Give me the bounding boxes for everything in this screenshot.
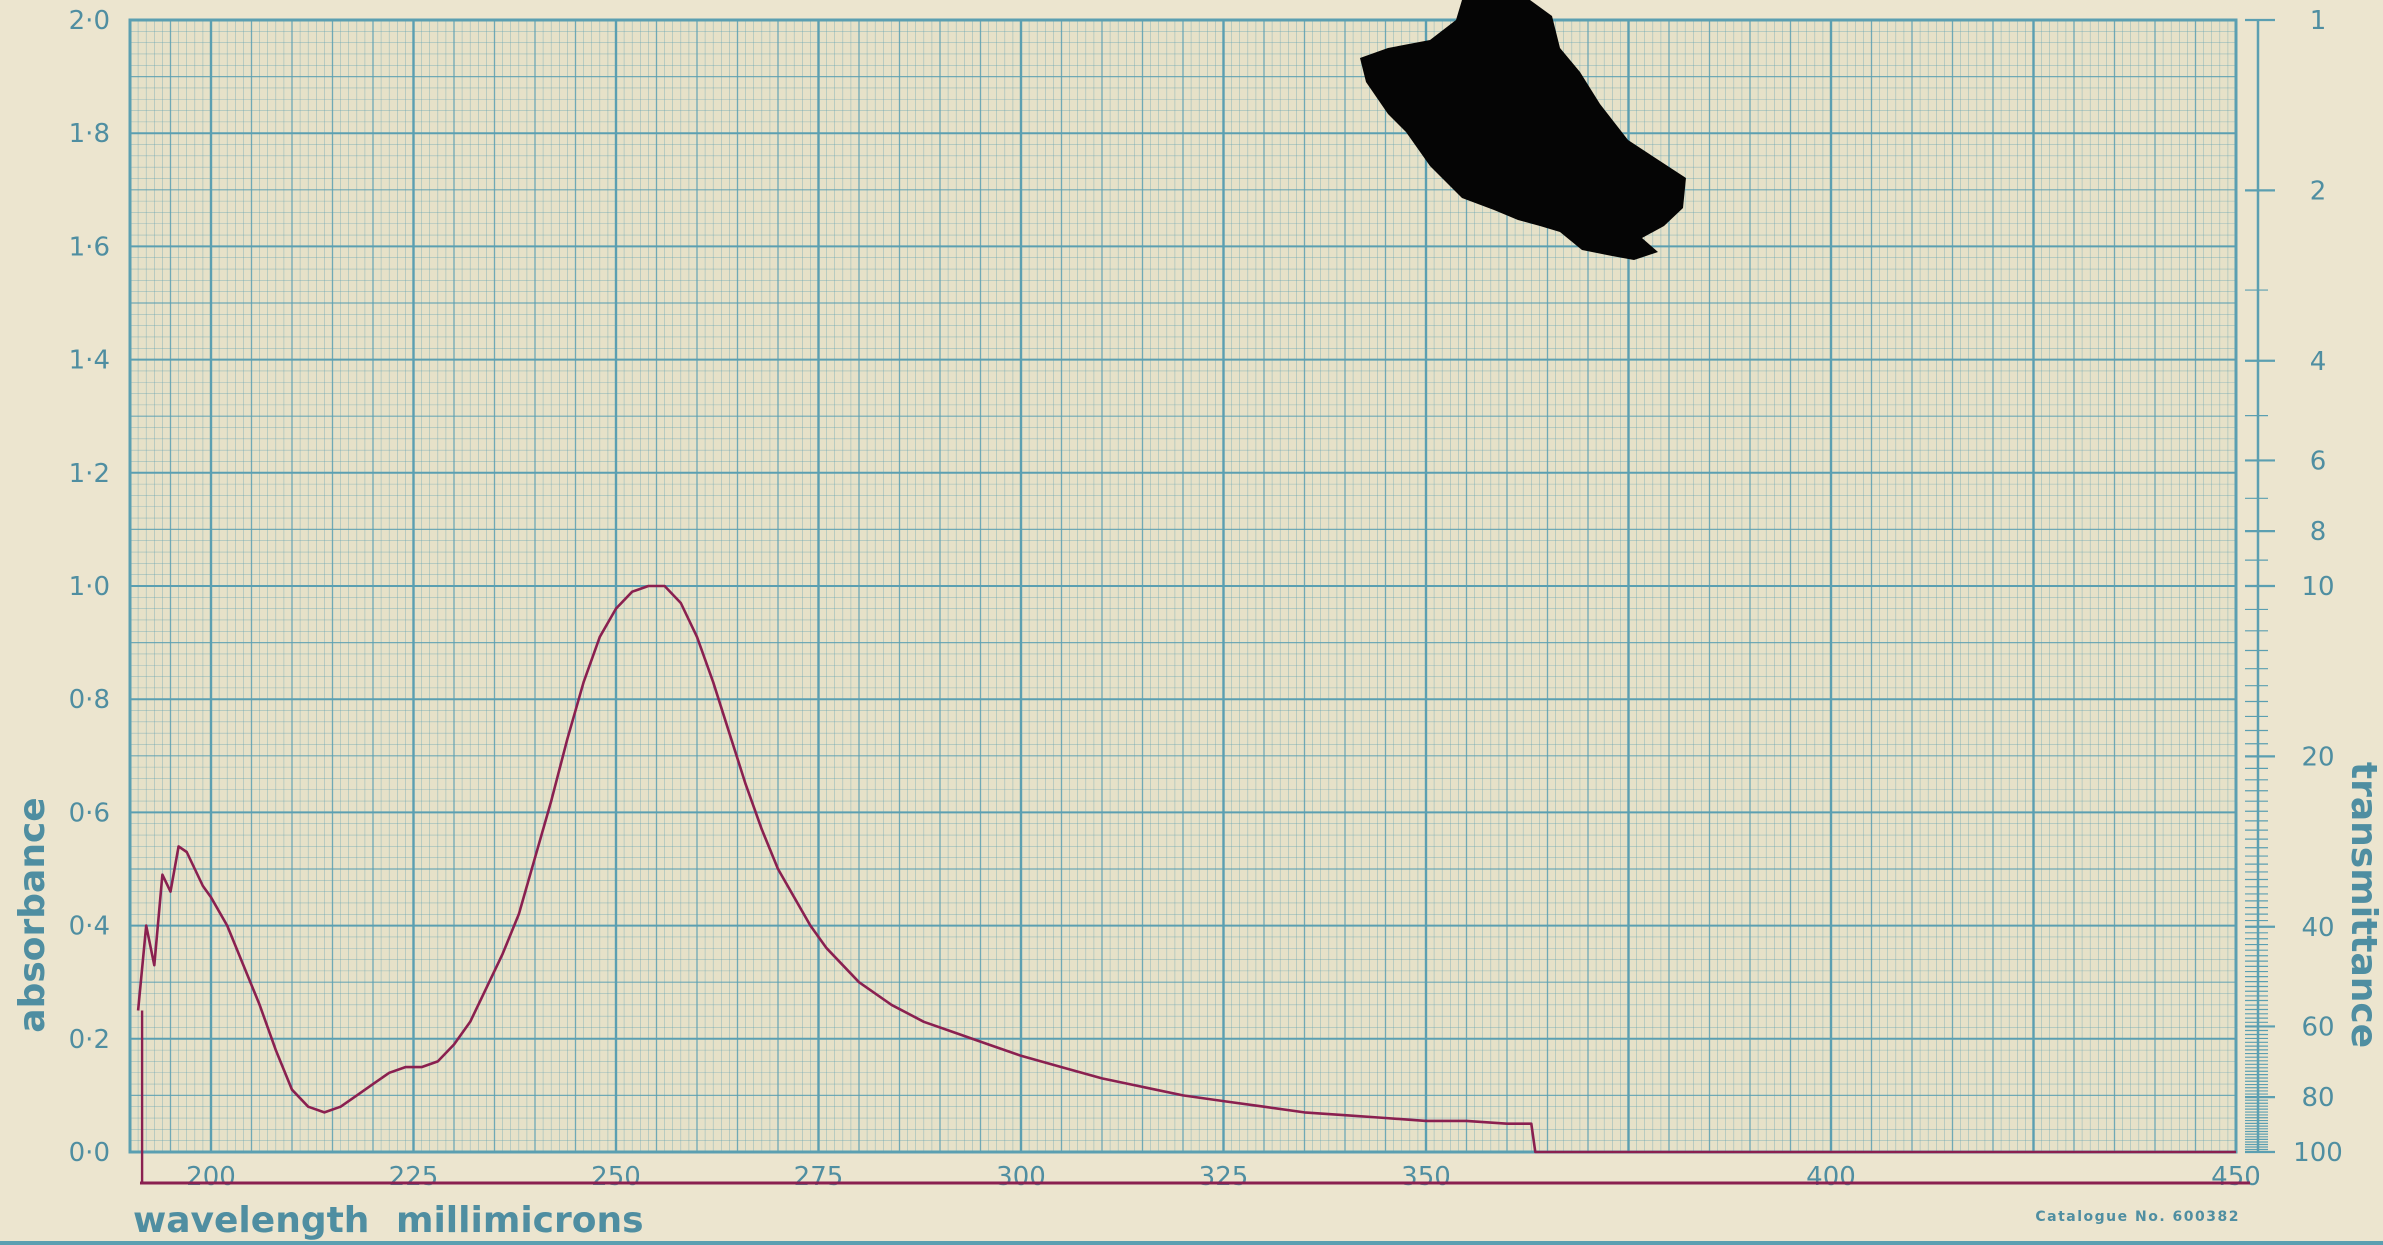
y-tick-label: 0·2: [69, 1025, 110, 1055]
y-tick-label: 1·2: [69, 459, 110, 489]
transmittance-tick-label: 80: [2301, 1083, 2334, 1113]
plot-frame: [128, 18, 2238, 1154]
x-axis-ticks: 200 225 250 275 300 325 350 400 450: [186, 1162, 2261, 1192]
transmittance-axis-title: transmittance: [2343, 762, 2383, 1048]
y-tick-label: 0·4: [69, 912, 110, 942]
y-tick-label: 1·6: [69, 232, 110, 262]
y-tick-label: 1·0: [69, 572, 110, 602]
x-tick-label: 300: [996, 1162, 1046, 1192]
transmittance-tick-label: 4: [2310, 347, 2327, 377]
catalogue-number: Catalogue No. 600382: [2035, 1209, 2240, 1225]
transmittance-tick-label: 20: [2301, 742, 2334, 772]
x-tick-label: 200: [186, 1162, 236, 1192]
transmittance-tick-label: 60: [2301, 1012, 2334, 1042]
transmittance-tick-label: 10: [2301, 572, 2334, 602]
transmittance-tick-label: 100: [2293, 1138, 2343, 1168]
x-tick-label: 450: [2211, 1162, 2261, 1192]
x-tick-label: 400: [1806, 1162, 1856, 1192]
transmittance-axis-ticks: 1 2 4 6 8 10 20 40 60 80 100: [2245, 6, 2343, 1168]
y-axis-title: absorbance: [12, 797, 53, 1032]
transmittance-tick-label: 40: [2301, 913, 2334, 943]
y-tick-label: 0·6: [69, 798, 110, 828]
bottom-border: [0, 1241, 2383, 1245]
y-tick-label: 2·0: [69, 6, 110, 36]
x-tick-label: 325: [1199, 1162, 1249, 1192]
x-tick-label: 225: [389, 1162, 439, 1192]
y-tick-label: 1·8: [69, 119, 110, 149]
x-tick-label: 350: [1401, 1162, 1451, 1192]
y-tick-label: 0·8: [69, 685, 110, 715]
ink-blot: [1360, 0, 1686, 260]
x-tick-label: 250: [591, 1162, 641, 1192]
y-tick-label: 0·0: [69, 1138, 110, 1168]
transmittance-tick-label: 1: [2310, 6, 2327, 36]
y-tick-label: 1·4: [69, 346, 110, 376]
chart-grid: [128, 18, 2238, 1154]
absorbance-trace: [136, 584, 2236, 1154]
transmittance-tick-label: 2: [2310, 176, 2327, 206]
transmittance-tick-label: 8: [2310, 517, 2327, 547]
x-tick-label: 275: [794, 1162, 844, 1192]
x-axis-title: wavelength millimicrons: [133, 1200, 644, 1241]
y-axis-ticks: 0·0 0·2 0·4 0·6 0·8 1·0 1·2 1·4 1·6 1·8 2·0: [69, 6, 110, 1168]
transmittance-tick-label: 6: [2310, 446, 2327, 476]
